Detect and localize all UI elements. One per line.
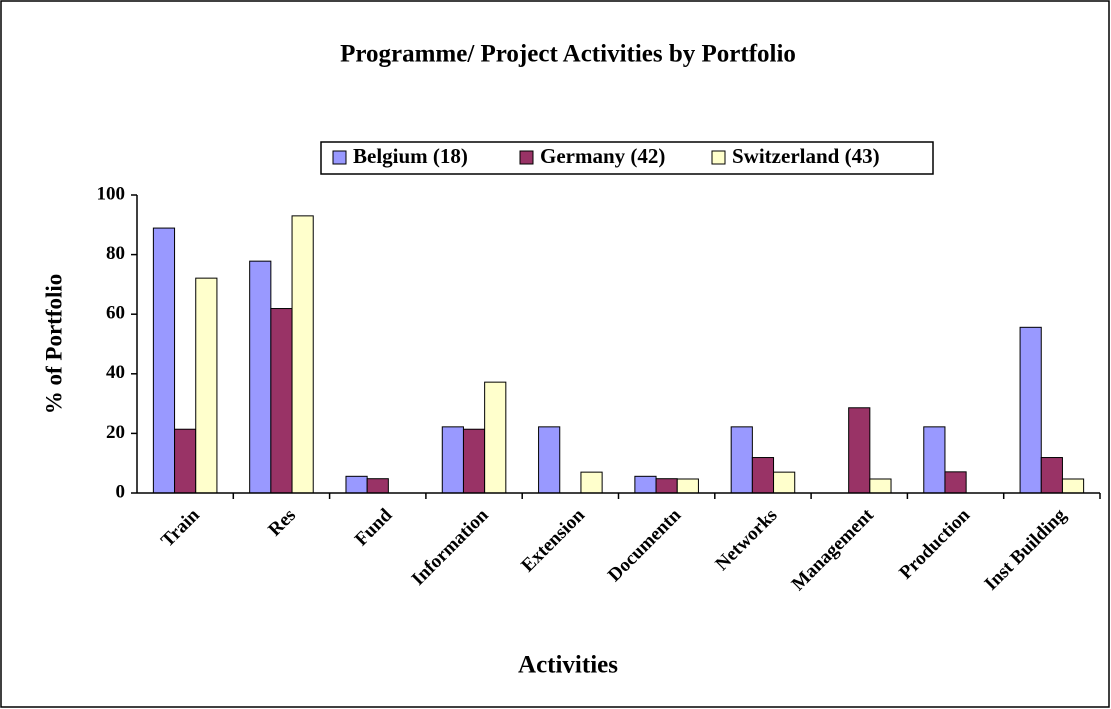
- bar: [1019, 326, 1042, 494]
- legend-label: Switzerland (43): [732, 144, 880, 168]
- bar: [291, 215, 314, 494]
- bar: [249, 260, 272, 494]
- x-axis-title: Activities: [518, 652, 618, 679]
- legend-swatch: [711, 150, 726, 165]
- bar: [730, 426, 753, 494]
- bar: [345, 475, 368, 494]
- bar: [484, 381, 507, 494]
- bar: [580, 471, 603, 494]
- y-tick-label: 20: [106, 422, 125, 443]
- y-tick-label: 80: [106, 243, 125, 264]
- bar: [441, 426, 464, 494]
- bar: [1061, 478, 1085, 494]
- bar: [773, 471, 796, 494]
- y-axis-title: % of Portfolio: [41, 274, 66, 415]
- y-tick-label: 100: [97, 183, 126, 204]
- bar: [538, 426, 561, 494]
- bar: [462, 428, 486, 494]
- bar: [152, 227, 176, 494]
- legend-swatch: [519, 150, 534, 165]
- legend-box: [320, 141, 934, 175]
- bar: [944, 471, 967, 494]
- legend-swatch: [332, 150, 347, 165]
- bar: [655, 478, 678, 494]
- chart-title: Programme/ Project Activities by Portfol…: [340, 41, 796, 68]
- bar: [1040, 457, 1063, 494]
- bar: [366, 478, 389, 494]
- legend-label: Belgium (18): [353, 144, 468, 168]
- bar: [634, 475, 657, 494]
- bar: [195, 277, 218, 494]
- bar: [923, 426, 946, 494]
- bar: [869, 478, 892, 494]
- bar: [751, 457, 775, 494]
- y-tick-label: 40: [106, 362, 125, 383]
- y-tick-label: 0: [116, 481, 126, 502]
- bar: [848, 407, 871, 494]
- y-tick-label: 60: [106, 303, 125, 324]
- bar: [676, 478, 699, 494]
- legend-label: Germany (42): [540, 144, 665, 168]
- bar: [174, 428, 197, 494]
- bar: [270, 308, 293, 494]
